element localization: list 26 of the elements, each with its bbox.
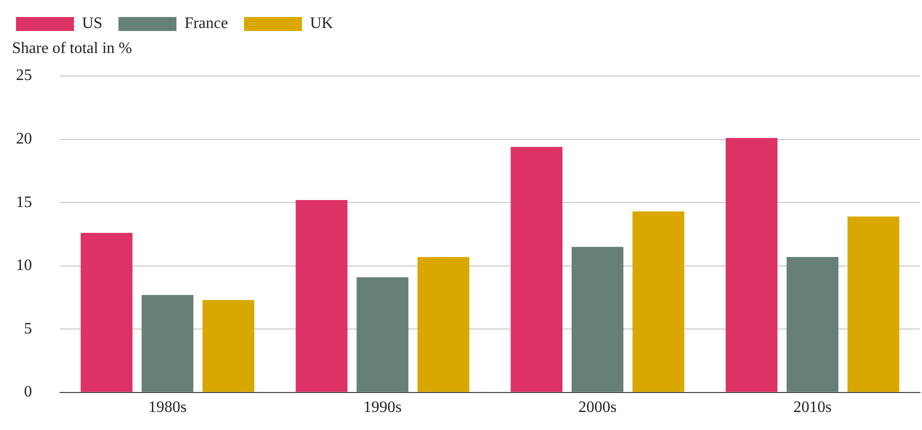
- legend-label: US: [82, 15, 102, 32]
- y-axis-title: Share of total in %: [12, 40, 132, 58]
- bar: [510, 146, 562, 392]
- bar: [202, 300, 254, 392]
- bar: [80, 232, 132, 392]
- bar: [786, 256, 838, 392]
- x-tick-label: 2000s: [578, 399, 617, 416]
- x-tick-label: 1990s: [363, 399, 402, 416]
- y-tick-label: 25: [16, 67, 32, 84]
- legend-label: UK: [310, 15, 334, 32]
- bar: [726, 138, 778, 392]
- y-tick-label: 5: [24, 320, 32, 338]
- x-tick-label: 2010s: [793, 399, 832, 416]
- bar: [572, 246, 624, 392]
- y-tick-label: 0: [24, 384, 32, 401]
- x-tick-label: 1980s: [148, 399, 187, 416]
- bar: [142, 294, 194, 392]
- y-tick-label: 10: [16, 257, 32, 274]
- legend-label: France: [184, 15, 228, 32]
- bar: [418, 256, 470, 392]
- bar: [632, 211, 684, 392]
- bar: [356, 277, 408, 392]
- y-tick-label: 20: [16, 130, 32, 148]
- y-tick-label: 15: [16, 194, 32, 211]
- bar: [848, 216, 900, 392]
- bar: [296, 200, 348, 392]
